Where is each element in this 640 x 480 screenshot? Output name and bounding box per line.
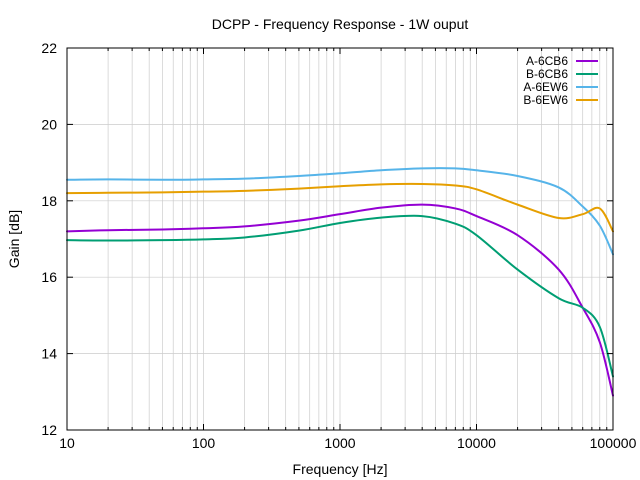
legend-label-b-6cb6: B-6CB6 (526, 67, 568, 81)
y-tick-label: 16 (41, 269, 57, 285)
axis-ticks (66, 47, 613, 431)
x-tick-label: 100 (192, 435, 216, 451)
grid (67, 48, 613, 430)
series-line-b-6cb6 (66, 214, 614, 378)
y-tick-labels: 12 14 16 18 20 22 (41, 40, 57, 438)
x-tick-label: 1000 (324, 435, 355, 451)
x-tick-label: 10 (59, 435, 75, 451)
y-tick-label: 18 (41, 193, 57, 209)
y-axis-label: Gain [dB] (6, 210, 22, 268)
x-tick-label: 10000 (457, 435, 496, 451)
legend-label-b-6ew6: B-6EW6 (523, 93, 568, 107)
legend-label-a-6cb6: A-6CB6 (526, 54, 568, 68)
series-line-b-6ew6 (66, 182, 614, 233)
x-tick-label: 100000 (590, 435, 637, 451)
series-line-a-6ew6 (66, 167, 614, 256)
y-tick-label: 14 (41, 346, 57, 362)
y-tick-label: 20 (41, 116, 57, 132)
series-group (66, 167, 614, 397)
y-tick-label: 22 (41, 40, 57, 56)
y-tick-label: 12 (41, 422, 57, 438)
x-tick-labels: 10 100 1000 10000 100000 (59, 435, 636, 451)
chart-title: DCPP - Frequency Response - 1W ouput (212, 16, 469, 32)
x-axis-label: Frequency [Hz] (293, 461, 388, 477)
series-line-a-6cb6 (66, 203, 614, 397)
legend-label-a-6ew6: A-6EW6 (523, 80, 568, 94)
